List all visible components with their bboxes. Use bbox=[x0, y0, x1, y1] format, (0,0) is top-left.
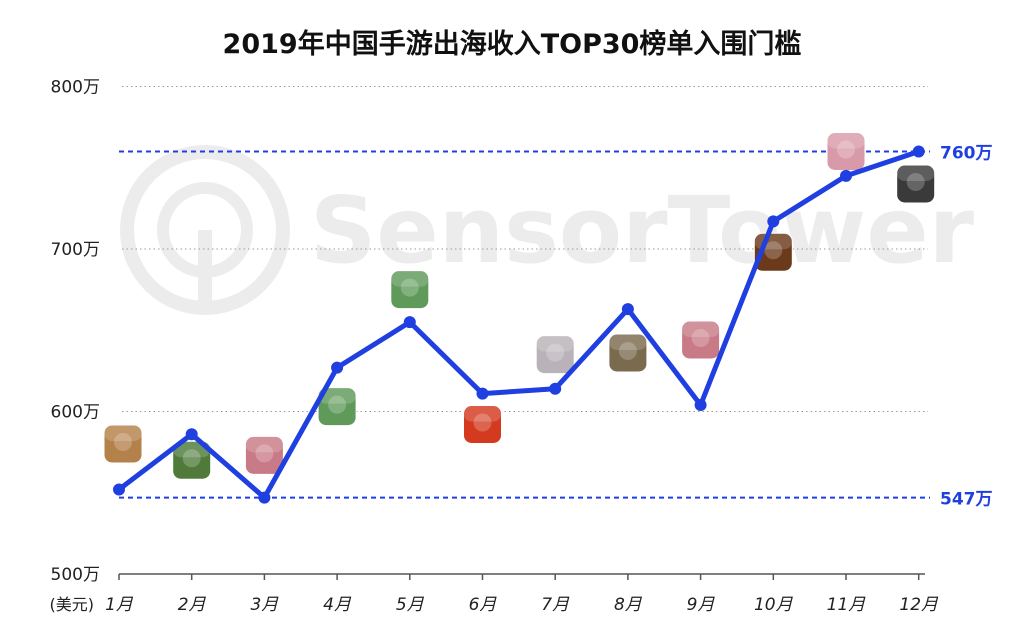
game-icon-chapters bbox=[681, 320, 721, 360]
icon-figure bbox=[114, 433, 132, 451]
game-icon-chapters bbox=[244, 435, 284, 475]
data-point bbox=[767, 215, 780, 228]
chart-title: 2019年中国手游出海收入TOP30榜单入围门槛 bbox=[222, 29, 802, 60]
data-point bbox=[549, 382, 562, 395]
icon-sheen bbox=[390, 270, 429, 287]
y-tick-label: 600万 bbox=[51, 403, 100, 423]
game-icon-mu-origin bbox=[463, 405, 502, 444]
x-tick-label: 6月 bbox=[469, 595, 498, 615]
icon-tile bbox=[535, 335, 575, 375]
x-tick-label: 3月 bbox=[250, 595, 279, 615]
icon-tile bbox=[390, 270, 430, 310]
reference-line-label: 547万 bbox=[940, 490, 993, 510]
x-tick-label: 1月 bbox=[105, 595, 134, 615]
icon-figure bbox=[473, 413, 492, 432]
watermark-logo-stem bbox=[198, 230, 212, 305]
game-icon-summoners-war bbox=[390, 270, 430, 310]
icon-sheen bbox=[536, 335, 575, 352]
data-point bbox=[840, 169, 852, 182]
icon-sheen bbox=[318, 387, 357, 404]
game-icon-heroes-portrait bbox=[103, 424, 143, 464]
data-point bbox=[331, 361, 344, 374]
y-tick-label: 500万 bbox=[51, 565, 100, 585]
reference-line-label: 760万 bbox=[940, 144, 993, 164]
watermark-text: SensorTower bbox=[310, 177, 975, 284]
x-tick-label: 12月 bbox=[899, 595, 939, 615]
icon-tile bbox=[681, 320, 721, 360]
icon-figure bbox=[546, 343, 565, 362]
series-line bbox=[113, 145, 925, 504]
icon-sheen bbox=[104, 425, 142, 441]
icon-figure bbox=[618, 342, 637, 360]
x-tick-label: 11月 bbox=[827, 595, 867, 615]
icon-tile bbox=[103, 424, 143, 464]
icon-figure bbox=[906, 173, 925, 191]
game-icon-pink-hair-girl bbox=[826, 132, 866, 171]
icon-figure bbox=[837, 140, 855, 159]
icon-figure bbox=[328, 395, 347, 414]
icon-figure bbox=[764, 241, 783, 260]
data-point bbox=[694, 399, 707, 411]
y-axis-unit-label: (美元) bbox=[50, 595, 95, 614]
game-icon-soldier-face bbox=[608, 333, 648, 373]
game-icons bbox=[103, 132, 936, 480]
icon-figure bbox=[182, 449, 201, 468]
icon-sheen bbox=[245, 436, 284, 453]
x-tick-label: 2月 bbox=[178, 595, 207, 615]
icon-sheen bbox=[681, 321, 720, 337]
data-point bbox=[185, 428, 198, 441]
game-icon-army-soldier bbox=[172, 440, 212, 480]
icon-sheen bbox=[463, 405, 502, 422]
icon-tile bbox=[244, 435, 284, 475]
x-tick-label: 8月 bbox=[614, 595, 643, 615]
x-axis: 1月 2月 3月 4月 5月 6月 7月 8月 9月 10月 11月 12月 bbox=[105, 573, 939, 615]
data-point bbox=[258, 491, 271, 504]
icon-figure bbox=[691, 329, 710, 347]
y-tick-label: 800万 bbox=[51, 78, 100, 98]
game-icon-silhouette bbox=[896, 164, 936, 204]
series-polyline bbox=[116, 149, 922, 501]
icon-sheen bbox=[827, 132, 865, 149]
data-point bbox=[621, 303, 634, 316]
icon-figure bbox=[400, 278, 419, 297]
y-axis: 500万 600万 700万 800万 (美元) bbox=[50, 78, 101, 615]
data-point bbox=[403, 316, 416, 329]
data-point bbox=[476, 387, 489, 400]
sensortower-watermark: SensorTower bbox=[120, 145, 975, 315]
icon-tile bbox=[608, 333, 648, 373]
data-point bbox=[912, 145, 925, 158]
icon-tile bbox=[172, 440, 212, 480]
reference-lines: 760万 547万 bbox=[119, 144, 993, 510]
x-tick-label: 5月 bbox=[396, 595, 425, 615]
x-tick-label: 7月 bbox=[541, 595, 570, 615]
icon-figure bbox=[255, 444, 274, 463]
data-point bbox=[113, 483, 125, 496]
game-icon-anime-girl bbox=[535, 335, 575, 375]
x-tick-label: 4月 bbox=[323, 595, 352, 615]
x-tick-label: 10月 bbox=[754, 595, 794, 615]
icon-tile bbox=[463, 405, 502, 444]
x-tick-label: 9月 bbox=[687, 595, 716, 615]
icon-tile bbox=[896, 164, 936, 204]
icon-sheen bbox=[896, 165, 935, 181]
y-tick-label: 700万 bbox=[51, 240, 100, 260]
grid-lines bbox=[122, 86, 928, 412]
icon-sheen bbox=[608, 334, 647, 350]
